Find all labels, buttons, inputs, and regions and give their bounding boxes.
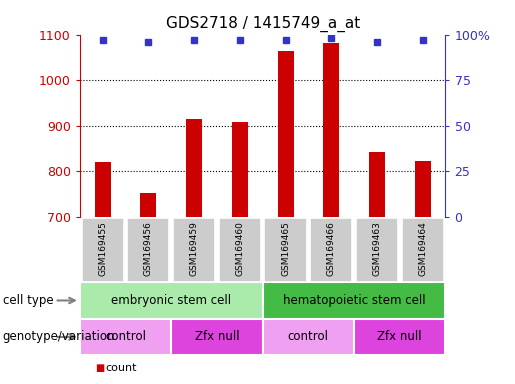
Bar	[310, 218, 352, 281]
Bar	[171, 319, 263, 355]
Bar	[323, 43, 339, 217]
Bar	[356, 218, 398, 281]
Text: control: control	[105, 331, 146, 343]
Bar	[369, 152, 385, 217]
Bar	[415, 161, 431, 217]
Text: genotype/variation: genotype/variation	[3, 331, 115, 343]
Bar	[141, 193, 157, 217]
Text: GSM169463: GSM169463	[372, 221, 382, 276]
Bar	[80, 282, 263, 319]
Bar	[232, 122, 248, 217]
Text: GSM169455: GSM169455	[98, 221, 107, 276]
Text: cell type: cell type	[3, 294, 53, 307]
Bar	[278, 51, 294, 217]
Text: Zfx null: Zfx null	[377, 331, 422, 343]
Bar	[186, 119, 202, 217]
Title: GDS2718 / 1415749_a_at: GDS2718 / 1415749_a_at	[165, 16, 360, 32]
Bar	[263, 319, 354, 355]
Text: count: count	[106, 363, 137, 373]
Bar	[402, 218, 443, 281]
Bar	[127, 218, 169, 281]
Text: hematopoietic stem cell: hematopoietic stem cell	[283, 294, 425, 307]
Text: GSM169465: GSM169465	[281, 221, 290, 276]
Text: ■: ■	[95, 363, 105, 373]
Text: embryonic stem cell: embryonic stem cell	[111, 294, 231, 307]
Bar	[265, 218, 306, 281]
Text: GSM169460: GSM169460	[235, 221, 244, 276]
Text: GSM169459: GSM169459	[190, 221, 199, 276]
Bar	[354, 319, 445, 355]
Text: GSM169456: GSM169456	[144, 221, 153, 276]
Text: Zfx null: Zfx null	[195, 331, 239, 343]
Text: control: control	[288, 331, 329, 343]
Bar	[82, 218, 124, 281]
Bar	[80, 319, 171, 355]
Text: GSM169464: GSM169464	[418, 221, 427, 276]
Bar	[219, 218, 261, 281]
Text: GSM169466: GSM169466	[327, 221, 336, 276]
Bar	[173, 218, 215, 281]
Bar	[263, 282, 445, 319]
Bar	[95, 162, 111, 217]
